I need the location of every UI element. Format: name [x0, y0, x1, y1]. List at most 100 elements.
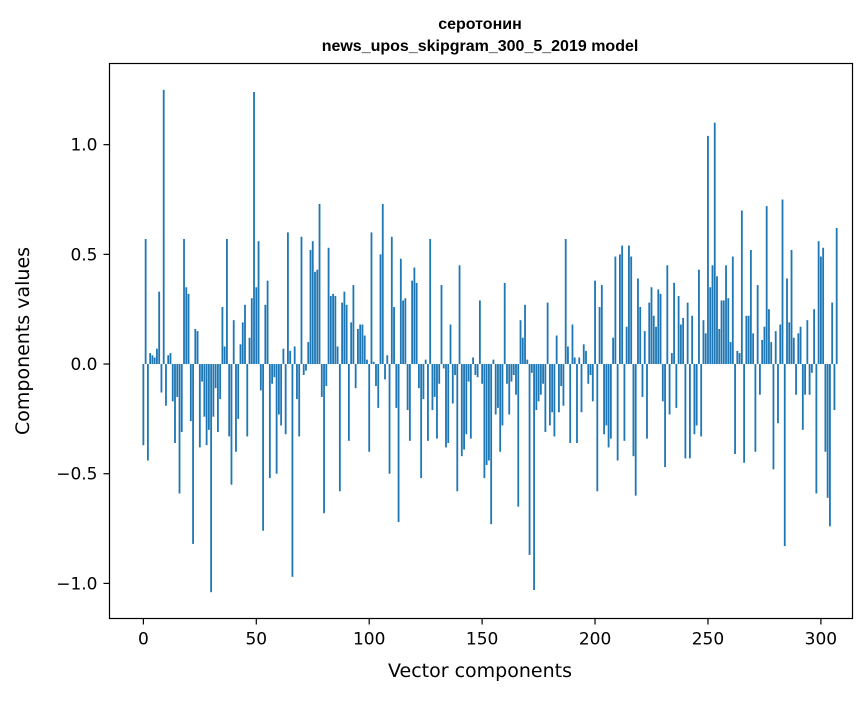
- bar-component-246: [698, 270, 700, 364]
- bar-component-13: [172, 364, 174, 401]
- bar-component-100: [368, 364, 370, 452]
- bar-component-167: [520, 320, 522, 364]
- bar-component-228: [657, 289, 659, 364]
- bar-component-83: [330, 296, 332, 364]
- bar-component-121: [416, 283, 418, 364]
- bar-component-303: [827, 364, 829, 498]
- bar-component-248: [703, 320, 705, 364]
- bar-component-107: [384, 364, 386, 379]
- bar-component-267: [745, 316, 747, 364]
- bar-component-4: [152, 355, 154, 364]
- bar-component-197: [587, 364, 589, 384]
- bar-component-43: [240, 344, 242, 364]
- bar-component-58: [273, 364, 275, 377]
- bar-component-140: [459, 265, 461, 364]
- bar-component-7: [158, 292, 160, 364]
- bar-component-264: [739, 353, 741, 364]
- bar-component-257: [723, 300, 725, 364]
- bar-component-234: [671, 353, 673, 364]
- bar-component-16: [179, 364, 181, 493]
- bar-component-269: [750, 250, 752, 364]
- bar-component-243: [691, 316, 693, 364]
- bar-component-97: [362, 325, 364, 364]
- bar-component-81: [325, 364, 327, 386]
- bar-component-159: [502, 364, 504, 425]
- bar-component-55: [267, 281, 269, 364]
- bar-component-195: [583, 344, 585, 364]
- bar-component-0: [142, 364, 144, 445]
- bar-component-279: [773, 364, 775, 469]
- bar-component-24: [197, 331, 199, 364]
- bar-component-180: [549, 364, 551, 425]
- bar-component-148: [477, 364, 479, 377]
- bar-component-209: [614, 257, 616, 364]
- bar-component-220: [639, 307, 641, 364]
- bar-component-93: [353, 285, 355, 364]
- bar-component-306: [834, 364, 836, 410]
- bar-component-183: [556, 336, 558, 365]
- bar-component-110: [391, 237, 393, 364]
- bar-component-105: [380, 254, 382, 364]
- bar-component-122: [418, 364, 420, 388]
- bar-component-137: [452, 364, 454, 403]
- bar-component-59: [276, 364, 278, 474]
- bar-component-175: [538, 364, 540, 401]
- bar-component-216: [630, 257, 632, 364]
- bar-component-113: [398, 364, 400, 522]
- bar-component-169: [524, 305, 526, 364]
- bar-component-193: [578, 357, 580, 364]
- bar-component-230: [662, 364, 664, 401]
- bar-component-202: [599, 307, 601, 364]
- bar-component-170: [526, 360, 528, 364]
- bar-component-22: [192, 364, 194, 544]
- bar-component-131: [438, 364, 440, 384]
- bar-component-102: [373, 362, 375, 364]
- bar-component-39: [231, 364, 233, 485]
- y-tick-label: 0.0: [70, 355, 97, 375]
- bar-component-64: [287, 232, 289, 364]
- bar-component-139: [456, 364, 458, 491]
- bar-component-217: [633, 364, 635, 456]
- bar-component-229: [660, 294, 662, 364]
- bar-component-72: [305, 364, 307, 371]
- bar-component-266: [743, 364, 745, 463]
- bar-component-203: [601, 285, 603, 364]
- bar-component-129: [434, 364, 436, 397]
- bar-component-18: [183, 239, 185, 364]
- bar-component-289: [795, 364, 797, 395]
- bar-component-62: [282, 349, 284, 364]
- bar-component-187: [565, 239, 567, 364]
- bar-component-284: [784, 364, 786, 546]
- bar-component-42: [237, 364, 239, 419]
- bar-component-253: [714, 123, 716, 364]
- chart-title: серотонин: [438, 16, 522, 33]
- bar-component-283: [782, 200, 784, 365]
- bar-component-282: [779, 325, 781, 364]
- bar-component-178: [544, 364, 546, 432]
- bar-component-44: [242, 322, 244, 364]
- bar-component-150: [481, 364, 483, 384]
- bar-component-27: [203, 364, 205, 417]
- y-tick-label: −1.0: [56, 574, 97, 594]
- bar-component-66: [292, 364, 294, 577]
- bar-component-76: [314, 272, 316, 364]
- bar-component-91: [348, 364, 350, 441]
- bar-component-52: [260, 364, 262, 390]
- x-tick-label: 0: [138, 630, 149, 650]
- bar-component-125: [425, 360, 427, 364]
- bar-component-50: [255, 287, 257, 364]
- bar-component-79: [321, 364, 323, 397]
- bar-component-8: [161, 364, 163, 393]
- bar-component-119: [411, 281, 413, 364]
- bar-component-88: [341, 303, 343, 364]
- bar-component-179: [547, 303, 549, 364]
- bar-component-207: [610, 364, 612, 439]
- bar-component-37: [226, 239, 228, 364]
- bar-component-109: [389, 364, 391, 474]
- bar-component-277: [768, 309, 770, 364]
- bar-component-69: [298, 364, 300, 436]
- bar-component-218: [635, 364, 637, 496]
- bar-component-132: [441, 285, 443, 364]
